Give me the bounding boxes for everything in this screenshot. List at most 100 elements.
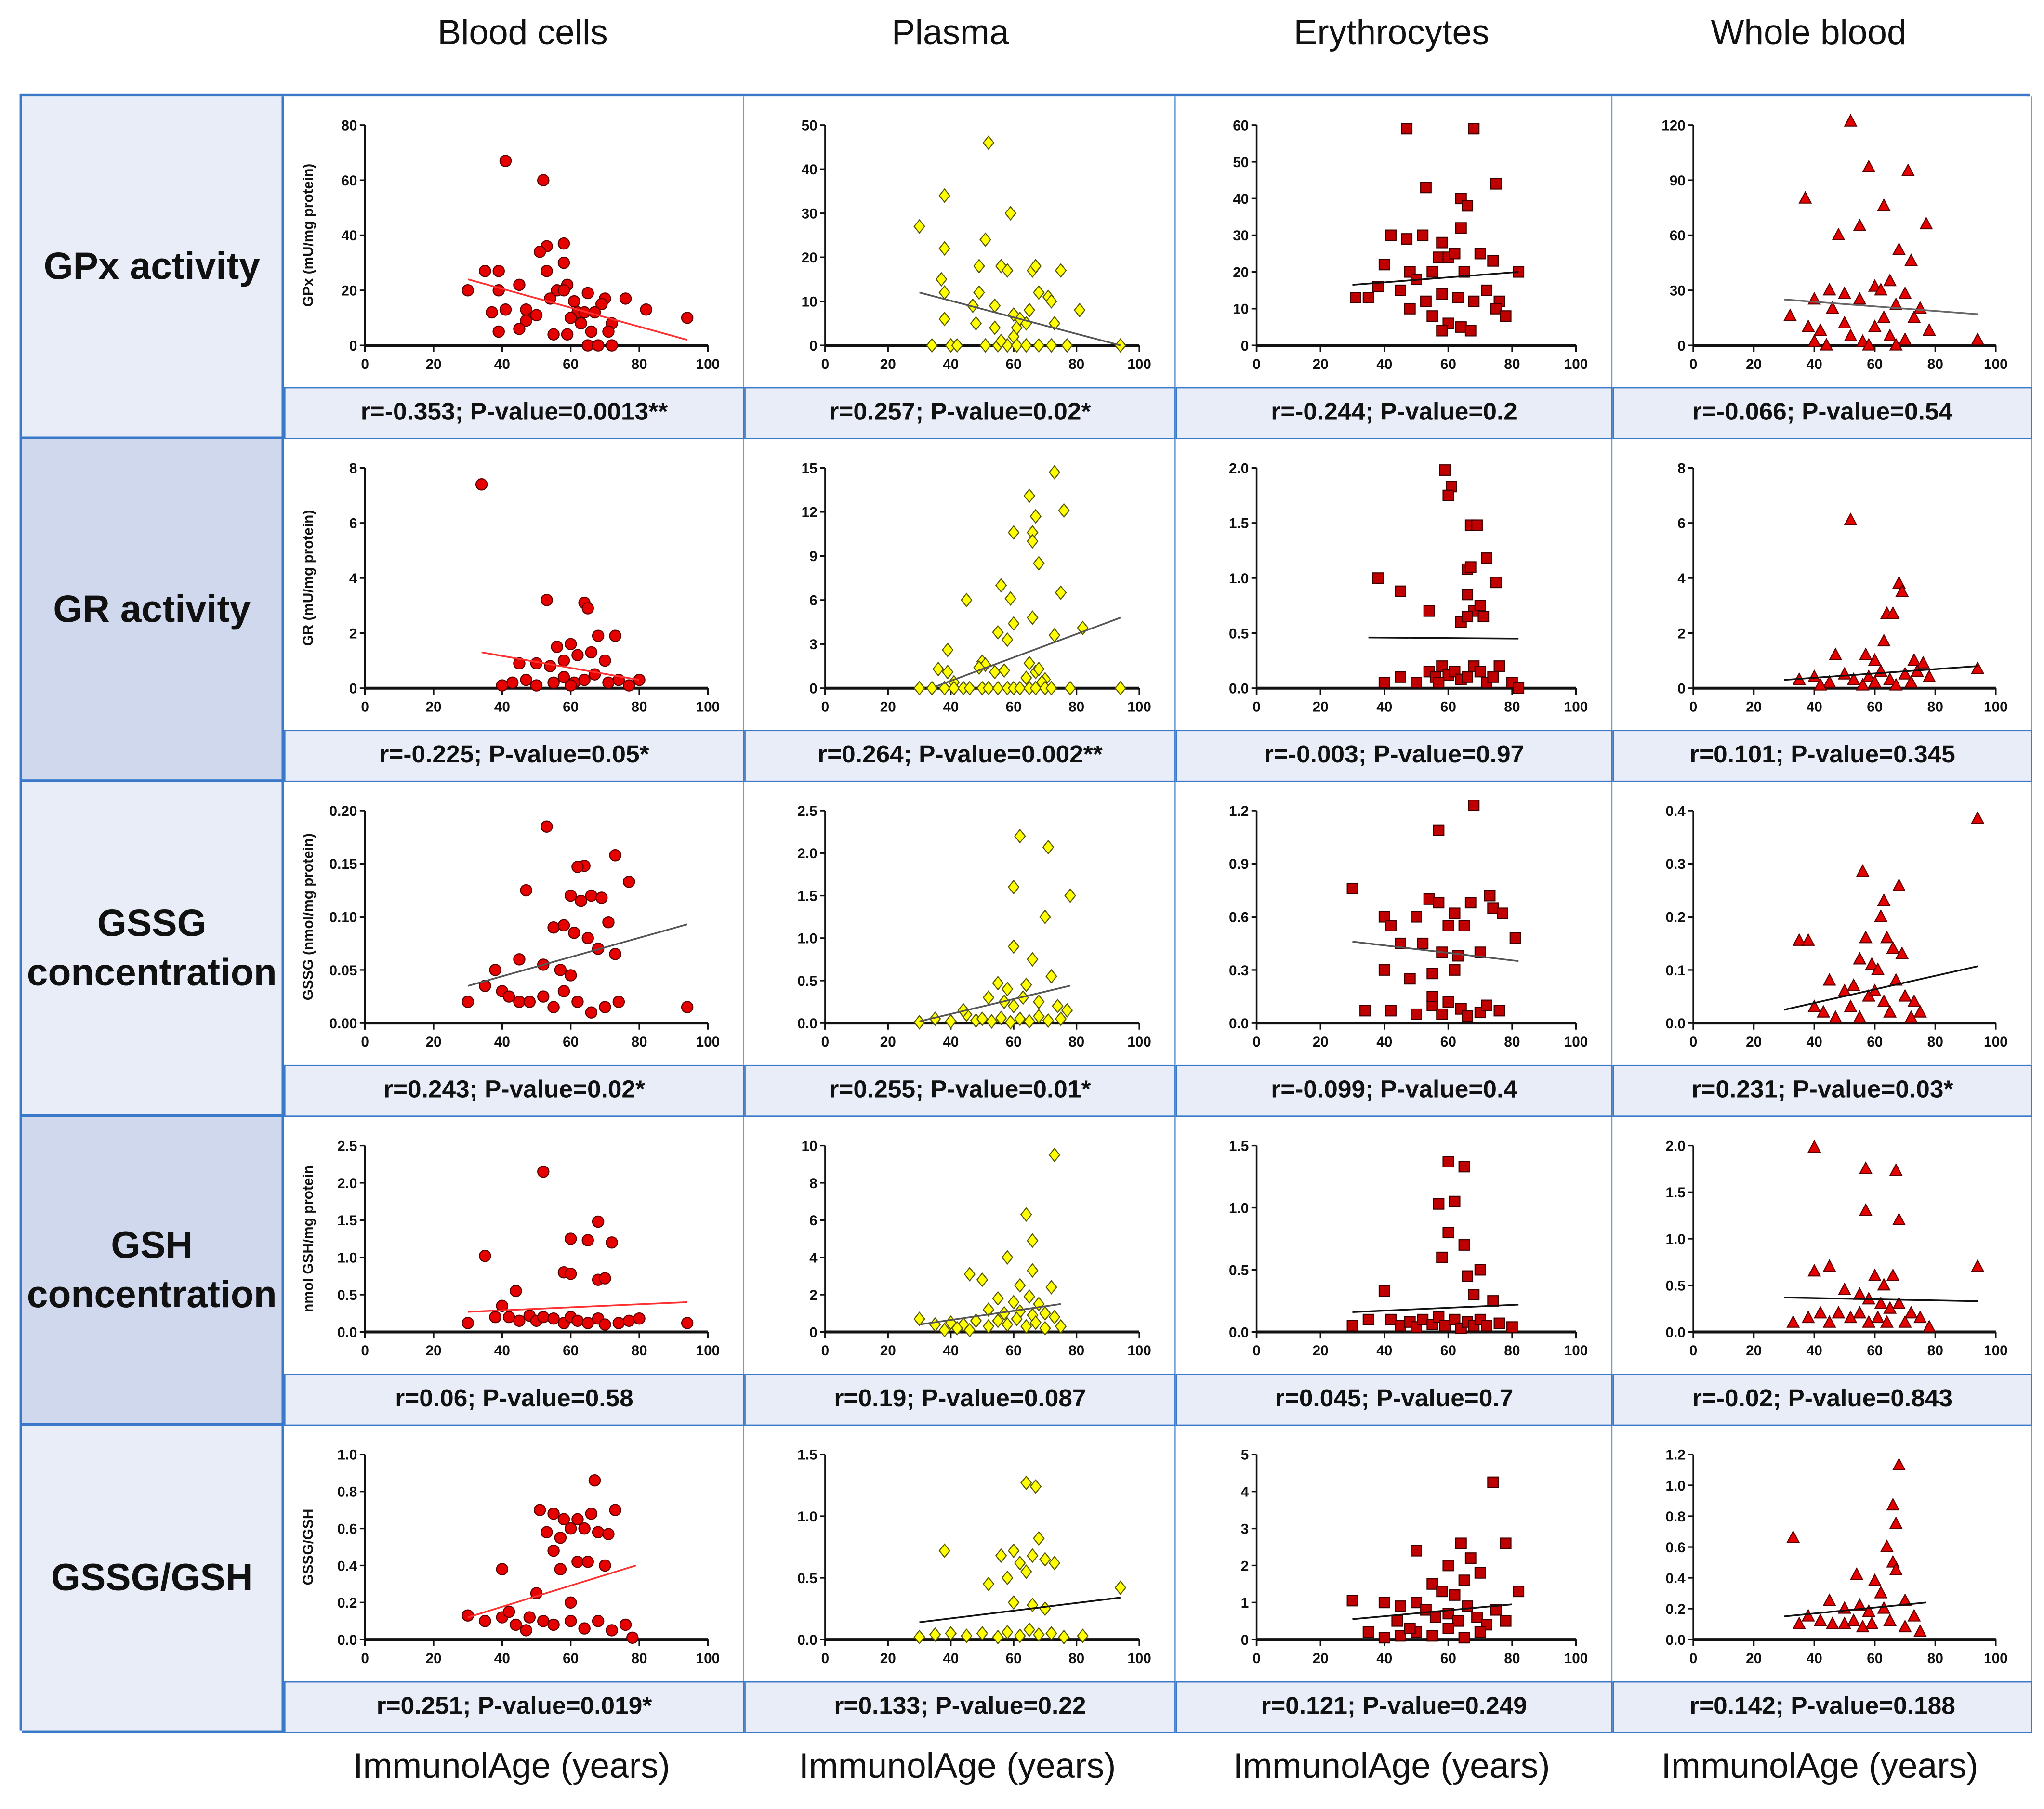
- x-tick-label: 20: [1313, 356, 1329, 372]
- correlation-stat: r=-0.066; P-value=0.54: [1612, 387, 2032, 439]
- data-point: [1500, 310, 1512, 322]
- data-point: [599, 1001, 611, 1013]
- data-point: [523, 996, 536, 1008]
- x-tick-label: 80: [1068, 699, 1084, 715]
- data-point: [1883, 672, 1897, 685]
- x-tick-label: 20: [880, 1343, 896, 1359]
- y-tick-label: 40: [1233, 191, 1249, 207]
- y-tick-label: 0.4: [1665, 1571, 1686, 1586]
- data-point: [595, 298, 608, 311]
- correlation-stat: r=0.231; P-value=0.03*: [1612, 1064, 2032, 1117]
- data-point: [1001, 982, 1014, 996]
- y-tick-label: 0.4: [1665, 803, 1686, 819]
- data-point: [1378, 911, 1390, 923]
- data-point: [1350, 292, 1362, 303]
- data-point: [1853, 1010, 1867, 1023]
- y-tick-label: 1.0: [1665, 1232, 1685, 1247]
- data-point: [973, 285, 985, 300]
- data-point: [1455, 321, 1467, 333]
- data-point: [982, 990, 995, 1005]
- x-tick-label: 80: [1068, 1651, 1084, 1666]
- x-tick-label: 60: [563, 1343, 579, 1359]
- data-point: [547, 676, 560, 689]
- x-tick-label: 100: [696, 1034, 720, 1050]
- row-label: GPx activity: [22, 96, 284, 439]
- x-tick-label: 60: [1440, 1651, 1456, 1666]
- x-tick-label: 0: [821, 1651, 830, 1666]
- data-point: [1401, 123, 1413, 135]
- data-point: [581, 1556, 594, 1568]
- data-point: [1073, 302, 1086, 318]
- correlation-stat: r=0.101; P-value=0.345: [1612, 730, 2032, 782]
- data-point: [1856, 678, 1870, 691]
- data-point: [592, 1615, 605, 1627]
- data-point: [1822, 675, 1836, 688]
- y-axis-label: GR (mU/mg protein): [300, 510, 316, 646]
- y-tick-label: 0.9: [1229, 856, 1249, 872]
- data-point: [1001, 1570, 1014, 1586]
- data-point: [1372, 281, 1384, 293]
- x-tick-label: 20: [1313, 699, 1329, 715]
- data-point: [1417, 937, 1429, 949]
- data-point: [547, 328, 560, 341]
- data-point: [1464, 325, 1477, 337]
- y-tick-label: 60: [1670, 228, 1686, 244]
- regression-line: [919, 984, 1070, 1022]
- data-point: [1039, 1552, 1051, 1567]
- data-point: [622, 679, 635, 692]
- data-point: [1462, 200, 1474, 212]
- y-tick-label: 1.5: [337, 1213, 357, 1229]
- y-axis-label: nmol GSH/mg protein: [300, 1165, 316, 1312]
- data-point: [1493, 1317, 1505, 1329]
- scatter-panel: 0 10 20 30 40 50 60 0 20 40 60 80 100: [1175, 96, 1613, 387]
- data-point: [1378, 1632, 1390, 1644]
- data-point: [1362, 292, 1374, 303]
- x-tick-label: 100: [696, 1343, 720, 1359]
- x-tick-label: 40: [1807, 356, 1822, 372]
- data-point: [1426, 1630, 1438, 1642]
- x-tick-label: 0: [1253, 1034, 1261, 1050]
- data-point: [1868, 319, 1882, 332]
- x-tick-label: 40: [1376, 699, 1392, 715]
- data-point: [1898, 1593, 1912, 1606]
- y-tick-label: 0.15: [330, 856, 357, 872]
- data-point: [1859, 1161, 1873, 1174]
- x-tick-label: 20: [1746, 1651, 1762, 1666]
- y-tick-label: 1.5: [1229, 516, 1249, 532]
- y-tick-label: 0.0: [797, 1016, 817, 1032]
- data-point: [1001, 632, 1014, 647]
- data-point: [1346, 1320, 1358, 1332]
- data-point: [564, 638, 577, 651]
- correlation-stat: r=0.19; P-value=0.087: [744, 1374, 1176, 1426]
- scatter-panel: 0 3 6 9 12 15 0 20 40 60 80 100: [744, 439, 1176, 730]
- data-point: [1462, 671, 1474, 683]
- data-point: [1898, 1619, 1912, 1633]
- data-point: [1023, 1289, 1036, 1304]
- y-tick-label: 1: [1241, 1595, 1249, 1611]
- x-tick-label: 40: [1376, 1034, 1392, 1050]
- data-point: [602, 1528, 615, 1540]
- y-tick-label: 0.0: [1665, 1632, 1685, 1648]
- data-point: [982, 135, 995, 150]
- data-point: [1892, 1212, 1906, 1225]
- regression-line: [1784, 1601, 1926, 1617]
- regression-line: [467, 278, 688, 341]
- data-point: [554, 964, 567, 976]
- data-point: [602, 676, 615, 689]
- data-point: [1913, 301, 1927, 314]
- data-point: [1027, 1263, 1039, 1278]
- x-tick-label: 80: [631, 1034, 647, 1050]
- data-point: [1822, 973, 1836, 986]
- y-tick-label: 1.5: [1229, 1138, 1249, 1154]
- x-tick-label: 0: [1689, 699, 1698, 715]
- data-point: [551, 641, 563, 653]
- data-point: [1027, 952, 1039, 967]
- data-point: [1411, 911, 1422, 923]
- data-point: [1433, 251, 1445, 263]
- data-point: [963, 1267, 976, 1282]
- data-point: [1474, 1626, 1486, 1638]
- data-point: [1877, 633, 1891, 647]
- y-tick-label: 0.0: [337, 1324, 357, 1340]
- data-point: [592, 629, 605, 642]
- data-point: [1439, 1320, 1451, 1332]
